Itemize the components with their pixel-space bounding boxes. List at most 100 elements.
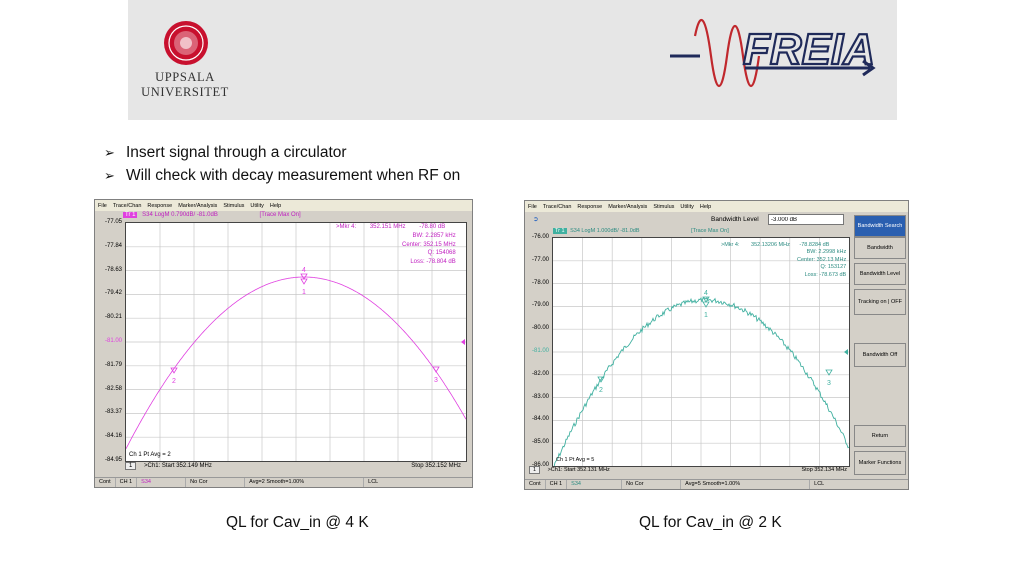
sweep-stop[interactable]: Stop 352.134 MHz	[801, 467, 847, 473]
y-tick-label: -82.58	[104, 385, 122, 392]
y-tick-label: -81.79	[104, 361, 122, 368]
marker-readout: >Mkr 4: 352.151 MHz -78.80 dB	[336, 224, 445, 230]
sweep-stop[interactable]: Stop 352.152 MHz	[411, 463, 461, 469]
trace-header: Tr 1 S34 LogM 1.000dB/ -81.0dB [Trace Ma…	[553, 228, 848, 237]
menu-item-marker[interactable]: Marker/Analysis	[608, 203, 648, 210]
stat-center-value: 352.13 MHz	[816, 256, 847, 263]
menu-item-file[interactable]: File	[528, 203, 537, 210]
sweep-start[interactable]: >Ch1: Start 352.149 MHz	[144, 463, 212, 469]
menu-item-help[interactable]: Help	[699, 203, 712, 210]
university-name-line1: UPPSALA	[155, 70, 215, 84]
marker-value: -78.80 dB	[419, 224, 446, 230]
marker-triangle[interactable]	[170, 367, 178, 374]
channel-number[interactable]: 1	[125, 462, 137, 470]
softkey-bandwidth-level[interactable]: Bandwidth Level	[854, 263, 906, 285]
stat-center-value: 352.15 MHz	[423, 241, 456, 248]
y-tick-label: -79.42	[104, 290, 122, 297]
marker-number: 2	[599, 387, 603, 394]
y-tick-label: -79.00	[531, 302, 549, 309]
y-tick-label: -84.95	[104, 457, 122, 463]
status-avg: Avg=2 Smooth=1.00%	[245, 478, 365, 487]
menu-item-help[interactable]: Help	[269, 202, 282, 209]
stat-center-label: Center:	[402, 241, 422, 248]
menu-item-trace[interactable]: Trace/Chan	[112, 202, 142, 209]
status-channel: CH 1	[116, 478, 138, 487]
marker-triangle[interactable]	[702, 296, 710, 303]
trace-max-label: [Trace Max On]	[691, 228, 729, 234]
marker-triangle[interactable]	[300, 278, 308, 285]
trace-plot: 4 1 2 3 >Mkr 4: 352.13206 MHz -78.8284 dB B…	[552, 237, 850, 470]
trace-info: S34 LogM 1.000dB/ -81.0dB	[570, 228, 640, 234]
bandwidth-level-input[interactable]	[768, 214, 844, 225]
entry-bar-icon[interactable]: ➲	[533, 216, 539, 223]
trace-tag[interactable]: Tr 1	[553, 228, 567, 234]
entry-label: Bandwidth Level	[711, 216, 759, 223]
bullet-item: ➢ Insert signal through a circulator	[104, 141, 460, 164]
marker-number: 3	[827, 380, 831, 387]
y-tick-label: -85.00	[531, 439, 549, 446]
marker-value: -78.8284 dB	[799, 242, 830, 248]
menu-item-utility[interactable]: Utility	[250, 202, 264, 209]
marker-readout: >Mkr 4: 352.13206 MHz -78.8284 dB	[721, 242, 829, 248]
y-tick-label: -78.63	[104, 266, 122, 273]
status-lcl: LCL	[368, 479, 379, 485]
softkey-bandwidth-search[interactable]: Bandwidth Search	[854, 215, 906, 237]
menu-bar: File Trace/Chan Response Marker/Analysis…	[95, 200, 472, 211]
menu-item-file[interactable]: File	[98, 202, 107, 209]
trace-plot: 4 1 2 3 >Mkr 4: 352.151 MHz -78.80 dB BW: 2…	[125, 222, 467, 462]
menu-item-utility[interactable]: Utility	[680, 203, 694, 210]
status-param: S34	[137, 478, 187, 487]
menu-item-response[interactable]: Response	[577, 203, 603, 210]
softkey-tracking[interactable]: Tracking on | OFF	[854, 289, 906, 315]
trace-plot-svg: 4 1 2 3	[125, 223, 467, 461]
bullet-list: ➢ Insert signal through a circulator ➢ Wil…	[104, 141, 460, 187]
y-tick-label: -84.16	[104, 433, 122, 440]
trace-line	[552, 296, 850, 470]
reference-level-marker	[844, 349, 848, 355]
marker-number: 2	[172, 378, 176, 385]
marker-triangle[interactable]	[702, 301, 710, 308]
marker-label: >Mkr 4:	[721, 242, 740, 248]
marker-triangle[interactable]	[432, 366, 440, 373]
caption-left: QL for Cav_in @ 4 K	[226, 514, 369, 531]
freia-logo: FREIA	[670, 19, 876, 88]
status-bar: Cont CH 1 S34 No Cor Avg=2 Smooth=1.00% …	[95, 477, 472, 487]
stat-bw-value: 2.2857 kHz	[425, 233, 456, 239]
softkey-bandwidth[interactable]: Bandwidth	[854, 237, 906, 259]
menu-item-stimulus[interactable]: Stimulus	[653, 203, 675, 210]
sweep-range: 1 >Ch1: Start 352.149 MHz Stop 352.152 M…	[125, 462, 465, 473]
marker-number: 1	[704, 312, 708, 319]
marker-triangle[interactable]	[825, 369, 833, 376]
y-tick-label: -77.05	[104, 219, 122, 225]
trace-plot-svg: 4 1 2 3	[552, 238, 850, 470]
status-param: S34	[567, 480, 623, 489]
entry-bar: ➲ Bandwidth Level	[525, 213, 850, 227]
header-banner	[128, 0, 897, 120]
trace-tag[interactable]: Tr 1	[123, 212, 138, 218]
y-tick-label: -81.00	[104, 338, 122, 344]
softkey-return[interactable]: Return	[854, 425, 906, 447]
marker-triangle[interactable]	[300, 273, 308, 280]
marker-triangle[interactable]	[597, 376, 605, 383]
university-name-line2: UNIVERSITET	[141, 85, 229, 99]
stat-q-value: 154068	[435, 250, 456, 256]
softkey-bandwidth-off[interactable]: Bandwidth Off	[854, 343, 906, 367]
sweep-start[interactable]: >Ch1: Start 352.131 MHz	[547, 467, 610, 473]
y-tick-label: -80.00	[531, 325, 549, 332]
bullet-item: ➢ Will check with decay measurement when …	[104, 164, 460, 187]
avg-indicator: Ch 1 Pt Avg = 5	[556, 457, 595, 463]
caption-right: QL for Cav_in @ 2 K	[639, 514, 782, 531]
channel-number[interactable]: 1	[529, 466, 541, 474]
menu-item-response[interactable]: Response	[147, 202, 173, 209]
marker-freq: 352.13206 MHz	[751, 242, 790, 248]
stat-loss-label: Loss:	[410, 258, 425, 265]
menu-item-stimulus[interactable]: Stimulus	[223, 202, 245, 209]
marker-stats: BW: 2.2857 kHz Center: 352.15 MHz Q: 154…	[402, 232, 456, 266]
y-tick-label: -82.00	[531, 370, 549, 377]
menu-item-trace[interactable]: Trace/Chan	[542, 203, 572, 210]
status-cor: No Cor	[186, 478, 246, 487]
softkey-marker-functions[interactable]: Marker Functions	[854, 451, 906, 475]
stat-loss-label: Loss:	[804, 271, 818, 278]
y-tick-label: -77.00	[531, 256, 549, 263]
menu-item-marker[interactable]: Marker/Analysis	[178, 202, 218, 209]
